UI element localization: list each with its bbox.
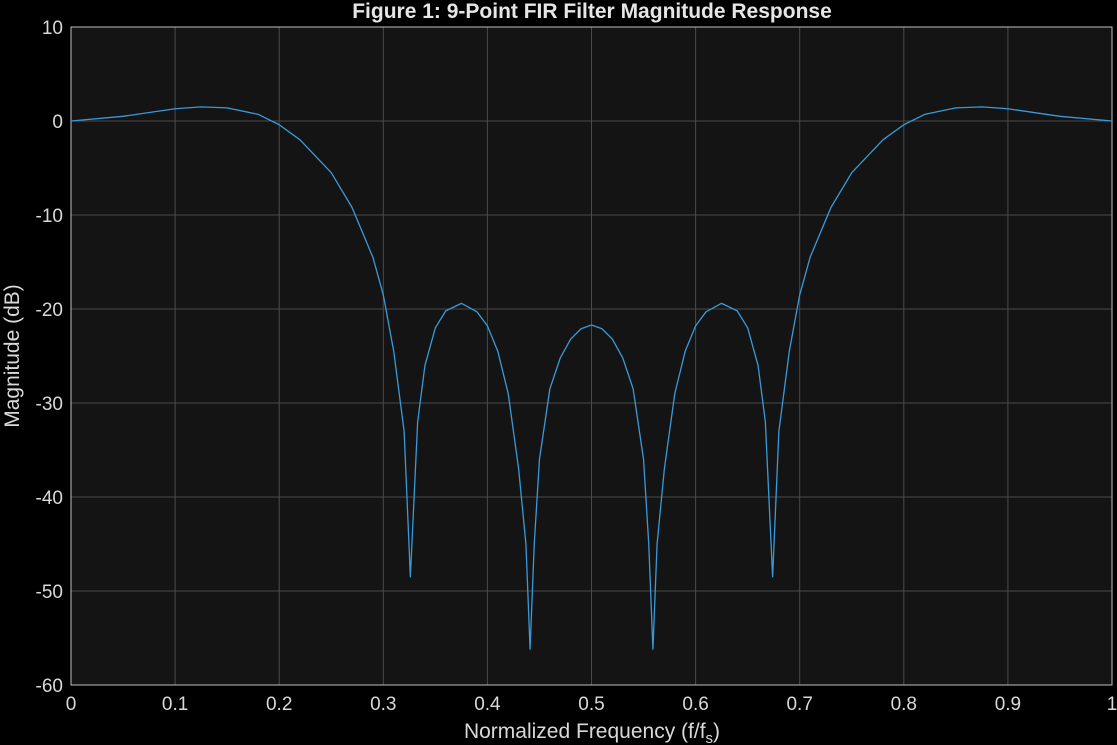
x-axis-label: Normalized Frequency (f/fs) (464, 720, 720, 745)
chart-title: Figure 1: 9-Point FIR Filter Magnitude R… (352, 0, 832, 23)
x-tick-label: 0.8 (891, 694, 917, 715)
y-tick-label: 0 (52, 112, 63, 133)
x-tick-label: 1 (1107, 694, 1117, 715)
x-tick-label: 0.3 (370, 694, 396, 715)
x-tick-label: 0.6 (682, 694, 708, 715)
x-tick-label: 0.5 (578, 694, 604, 715)
y-tick-label: -30 (36, 394, 63, 415)
magnitude-response-line (70, 106, 1113, 650)
y-tick-label: -50 (36, 582, 63, 603)
x-tick-label: 0.9 (995, 694, 1021, 715)
y-tick-labels: 10 0 -10 -20 -30 -40 -50 -60 (36, 18, 63, 697)
y-tick-label: -10 (36, 206, 63, 227)
y-tick-label: -20 (36, 300, 63, 321)
y-axis-label: Magnitude (dB) (1, 284, 24, 428)
plot-frame (70, 26, 1113, 686)
x-tick-label: 0.1 (162, 694, 188, 715)
x-tick-label: 0.7 (786, 694, 812, 715)
y-tick-label: 10 (42, 18, 63, 39)
x-tick-label: 0 (66, 694, 77, 715)
x-tick-labels: 0 0.1 0.2 0.3 0.4 0.5 0.6 0.7 0.8 0.9 1 (66, 694, 1117, 715)
series-group (70, 106, 1113, 650)
x-tick-label: 0.4 (474, 694, 501, 715)
y-tick-label: -40 (36, 488, 63, 509)
x-tick-label: 0.2 (266, 694, 292, 715)
y-tick-label: -60 (36, 676, 63, 697)
